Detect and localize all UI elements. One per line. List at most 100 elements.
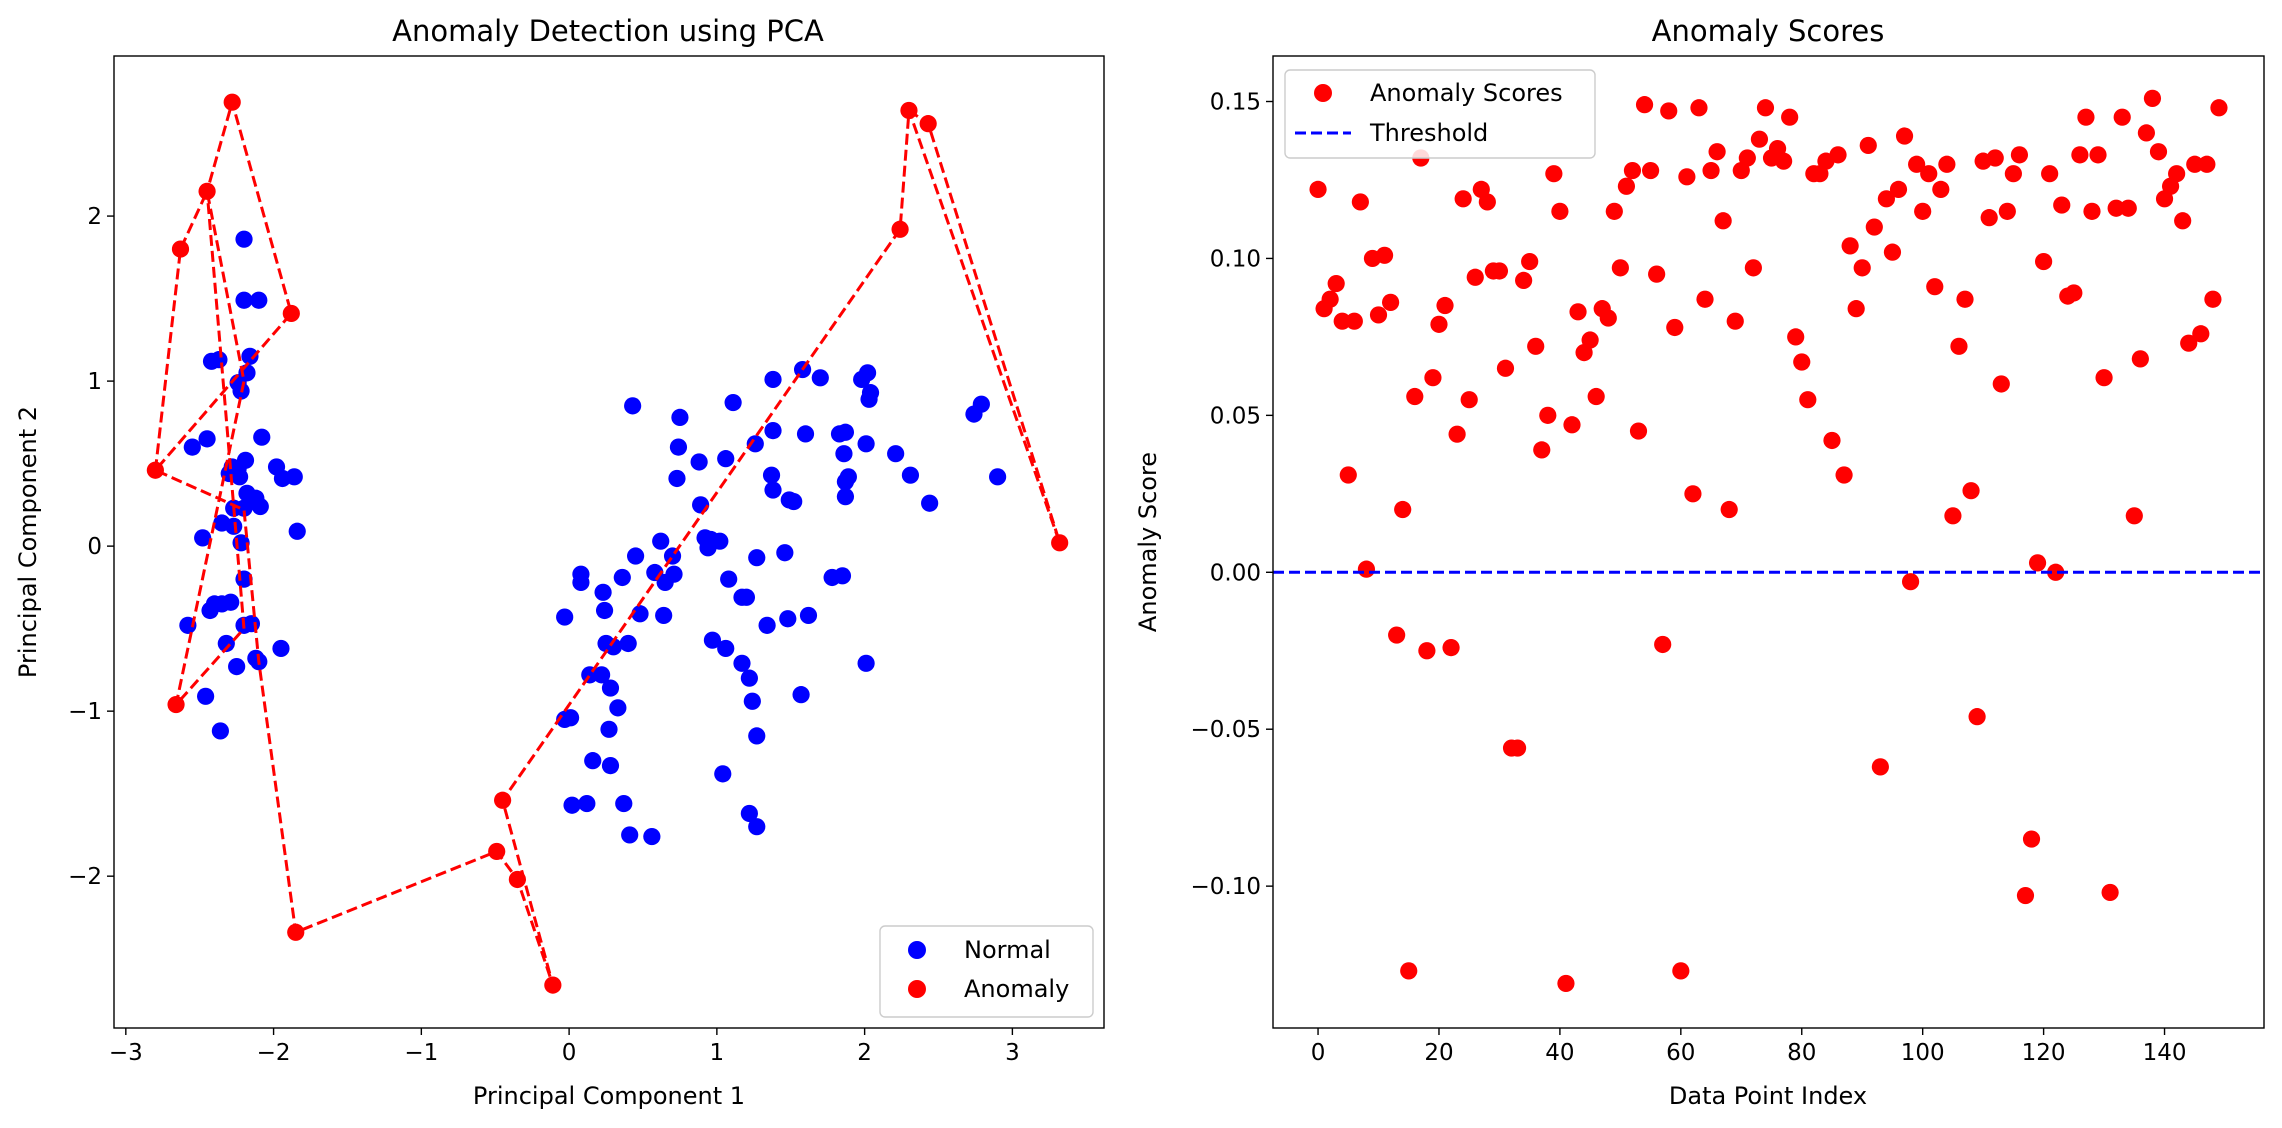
normal-point (748, 549, 766, 567)
normal-point (668, 469, 686, 488)
legend-marker-anomaly (908, 980, 926, 998)
score-point (1865, 218, 1883, 236)
score-point (1756, 99, 1775, 117)
score-point (1847, 300, 1865, 318)
normal-point (613, 568, 631, 587)
score-point (1569, 303, 1587, 321)
score-point (1448, 425, 1466, 443)
normal-point (609, 699, 627, 717)
normal-point (857, 654, 875, 672)
chart-title: Anomaly Scores (1652, 14, 1885, 48)
score-point (1551, 202, 1569, 220)
score-point (1605, 202, 1623, 220)
score-point (2131, 350, 2149, 368)
normal-point (860, 390, 878, 408)
normal-point (601, 679, 620, 697)
score-point (2168, 165, 2186, 183)
score-point (1750, 130, 1769, 148)
score-point (1926, 278, 1944, 296)
score-point (1617, 177, 1636, 195)
normal-point (594, 583, 612, 601)
y-tick-label: −0.10 (1191, 874, 1261, 900)
score-point (2174, 212, 2192, 230)
normal-point (235, 230, 253, 248)
score-point (1648, 265, 1666, 283)
score-point (1666, 318, 1684, 337)
score-point (1430, 315, 1448, 333)
normal-point (272, 639, 290, 658)
score-point (1793, 353, 1811, 371)
score-point (1611, 259, 1629, 277)
normal-point (746, 435, 764, 453)
normal-point (748, 727, 766, 745)
score-point (2065, 284, 2083, 302)
score-point (1908, 155, 1926, 173)
normal-point (857, 435, 875, 453)
normal-point (183, 438, 201, 456)
normal-point (631, 605, 649, 623)
score-point (2016, 886, 2035, 905)
score-point (1684, 485, 1702, 503)
score-point (1859, 136, 1877, 155)
score-point (1394, 500, 1412, 519)
score-point (2083, 202, 2101, 220)
score-point (2053, 196, 2071, 214)
anomaly-point (488, 842, 506, 861)
score-point (1599, 309, 1617, 327)
normal-point (743, 692, 761, 710)
score-point (2204, 290, 2222, 308)
score-point (1660, 102, 1678, 120)
score-point (1714, 212, 1732, 230)
plot-frame (113, 55, 1105, 1029)
normal-point (217, 634, 235, 653)
score-point (1382, 293, 1400, 311)
normal-point (222, 593, 240, 611)
normal-point (250, 291, 268, 309)
score-point (1339, 466, 1357, 484)
score-point (1533, 441, 1551, 459)
normal-point (241, 347, 259, 365)
score-point (1823, 431, 1841, 450)
score-point (1654, 635, 1672, 654)
normal-point (836, 423, 855, 441)
score-point (1545, 165, 1563, 183)
normal-point (225, 517, 243, 535)
normal-point (836, 473, 855, 491)
score-point (2192, 325, 2210, 343)
y-tick-label: 0.00 (1210, 560, 1261, 586)
normal-point (288, 522, 306, 540)
normal-point (235, 291, 253, 309)
score-point (1490, 262, 1509, 280)
score-point (1986, 149, 2004, 167)
anomaly-scores-chart: Anomaly Scores 0 20 40 60 80 100 120 140 −0.10 −0… (1134, 14, 2265, 1110)
score-point (1895, 127, 1914, 145)
score-point (1841, 237, 1859, 255)
normal-point (572, 573, 590, 592)
score-point (1968, 708, 1986, 726)
normal-point (965, 405, 983, 423)
score-point (1351, 193, 1369, 211)
normal-point (242, 615, 261, 633)
normal-point (764, 370, 782, 389)
normal-point (811, 369, 829, 387)
pca-scatter-chart: Anomaly Detection using PCA −3 −2 −1 0 1 2 3 −2… (14, 14, 1105, 1110)
normal-point (561, 709, 580, 727)
chart-title: Anomaly Detection using PCA (392, 14, 824, 48)
normal-point (198, 430, 216, 448)
x-tick-label: 100 (1901, 1040, 1945, 1066)
x-tick-label: −2 (257, 1040, 291, 1066)
score-point (1557, 974, 1575, 993)
score-point (2198, 155, 2216, 173)
normal-point (593, 666, 611, 684)
score-point (1956, 290, 1974, 308)
y-tick-label: 0.10 (1210, 246, 1261, 272)
normal-point (643, 827, 661, 846)
score-point (1920, 165, 1938, 183)
normal-point (600, 720, 618, 738)
x-axis-label: Data Point Index (1669, 1082, 1867, 1110)
score-point (1726, 312, 1744, 330)
normal-point (858, 364, 877, 382)
score-point (1454, 190, 1472, 208)
score-point (2137, 124, 2155, 142)
score-point (2077, 108, 2095, 126)
